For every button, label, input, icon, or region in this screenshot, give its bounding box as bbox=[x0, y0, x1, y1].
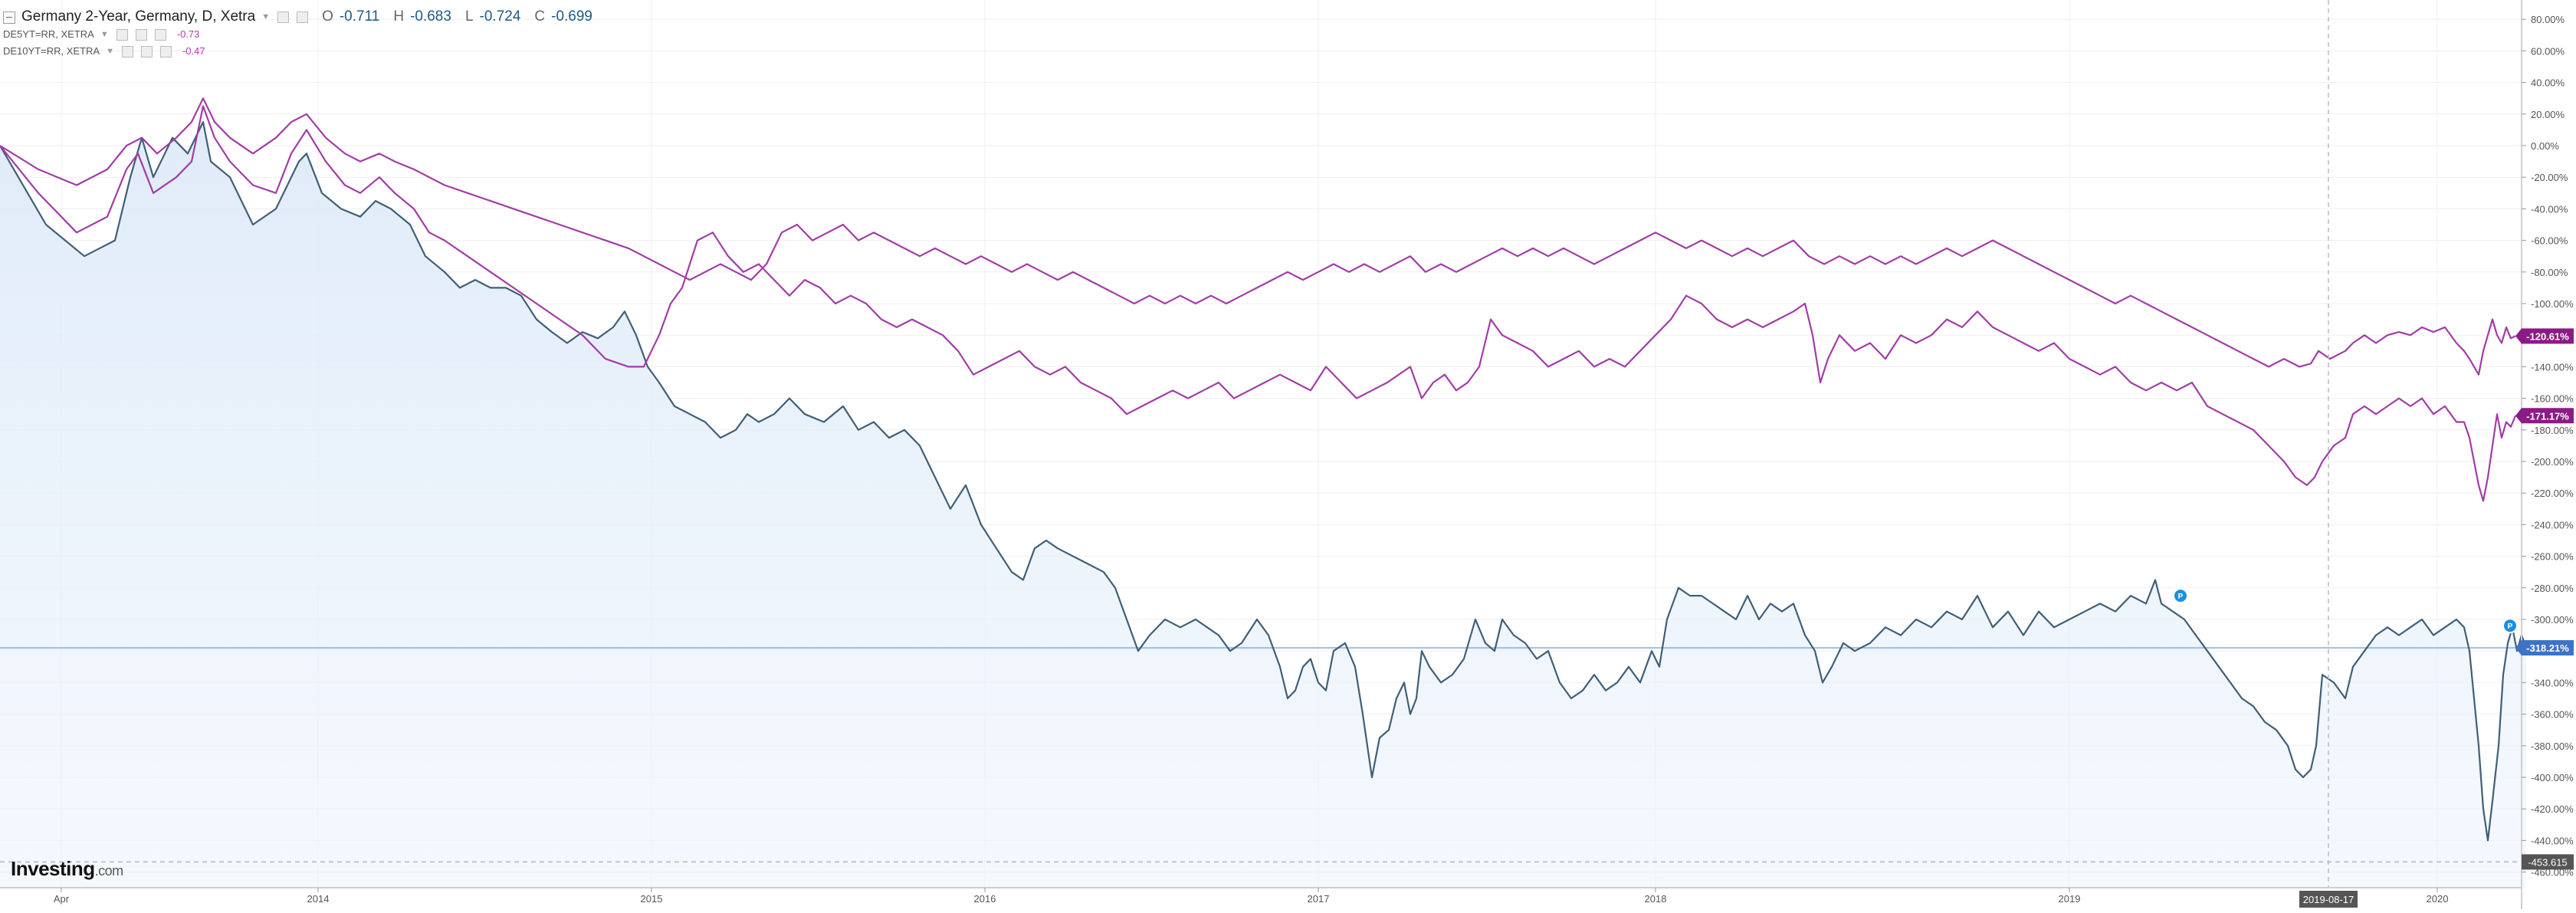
y-tick-label: -140.00% bbox=[2531, 361, 2574, 373]
low-value: -0.724 bbox=[479, 8, 521, 25]
event-marker-glyph: P bbox=[2508, 622, 2513, 631]
y-tick-label: -280.00% bbox=[2531, 583, 2574, 594]
compare-value-de10y: -0.47 bbox=[182, 45, 205, 57]
x-tick-label: 2018 bbox=[1645, 893, 1667, 905]
event-marker: P bbox=[2173, 588, 2188, 604]
y-tick-label: -60.00% bbox=[2531, 235, 2568, 247]
collapse-legend-icon[interactable] bbox=[3, 11, 15, 24]
event-marker-dot bbox=[2502, 618, 2518, 634]
series-line-de2y bbox=[0, 121, 2528, 842]
x-tick-label: 2019 bbox=[2059, 893, 2081, 905]
open-label: O bbox=[322, 8, 333, 25]
remove-icon[interactable] bbox=[154, 28, 166, 41]
compare-value-de5y: -0.73 bbox=[176, 28, 200, 40]
close-value: -0.699 bbox=[551, 8, 592, 25]
x-tick-label: 2015 bbox=[641, 893, 663, 905]
last-value-label-de10y: -120.61% bbox=[2526, 330, 2569, 342]
x-tick-label: 2017 bbox=[1308, 893, 1330, 905]
symbol-title[interactable]: Germany 2-Year, Germany, D, Xetra bbox=[21, 8, 256, 25]
event-marker-dot bbox=[2173, 588, 2188, 604]
y-tick-label: 80.00% bbox=[2531, 14, 2565, 25]
crosshair bbox=[0, 0, 2522, 888]
time-axis: Apr 2014 2015 2016 2017 2018 2019 2020 2019-08-1… bbox=[54, 888, 2449, 908]
y-tick-label: -180.00% bbox=[2531, 425, 2574, 436]
compare-symbol-de5y[interactable]: DE5YT=RR, XETRA bbox=[3, 28, 94, 40]
last-value-label-de5y-box bbox=[2522, 408, 2574, 424]
chevron-down-icon[interactable]: ▼ bbox=[106, 47, 114, 56]
logo-brand: Investing bbox=[11, 857, 95, 880]
remove-icon[interactable] bbox=[297, 11, 309, 23]
series-line-de5y bbox=[0, 105, 2517, 502]
y-tick-label: -100.00% bbox=[2531, 298, 2574, 310]
settings-icon[interactable] bbox=[140, 45, 153, 57]
area-fills bbox=[0, 122, 2526, 888]
last-value-label-de10y-pointer bbox=[2515, 328, 2522, 344]
compare-legend-row-de5y: DE5YT=RR, XETRA ▼ -0.73 bbox=[3, 26, 592, 43]
crosshair-date-box bbox=[2299, 891, 2358, 908]
y-tick-label: -380.00% bbox=[2531, 741, 2574, 752]
close-label: C bbox=[534, 8, 546, 25]
y-tick-label: -40.00% bbox=[2531, 203, 2568, 215]
y-tick-label: 20.00% bbox=[2531, 109, 2565, 120]
compare-symbol-de10y[interactable]: DE10YT=RR, XETRA bbox=[3, 45, 100, 57]
last-value-label-de5y-pointer bbox=[2515, 408, 2522, 424]
main-area-fill bbox=[0, 122, 2526, 888]
event-marker: P bbox=[2502, 618, 2518, 634]
y-tick-label: -80.00% bbox=[2531, 267, 2568, 278]
logo-suffix: .com bbox=[94, 863, 124, 879]
last-value-label-de2y-box bbox=[2522, 640, 2574, 656]
open-value: -0.711 bbox=[339, 8, 380, 25]
series-lines bbox=[0, 97, 2528, 842]
y-tick-label: -340.00% bbox=[2531, 677, 2574, 688]
y-tick-label: 0.00% bbox=[2531, 140, 2559, 152]
y-tick-label: -240.00% bbox=[2531, 519, 2574, 530]
compare-legend-row-de10y: DE10YT=RR, XETRA ▼ -0.47 bbox=[3, 43, 592, 60]
min-value-box bbox=[2522, 854, 2574, 870]
last-value-label-de5y: -171.17% bbox=[2526, 410, 2569, 422]
main-legend-row: Germany 2-Year, Germany, D, Xetra ▼ O -0.… bbox=[3, 8, 592, 26]
remove-icon[interactable] bbox=[159, 45, 172, 57]
settings-icon[interactable] bbox=[277, 11, 290, 23]
chart-legend: Germany 2-Year, Germany, D, Xetra ▼ O -0.… bbox=[3, 8, 592, 60]
visibility-icon[interactable] bbox=[116, 28, 128, 41]
min-value-label: -453.615 bbox=[2528, 856, 2567, 868]
y-tick-label: -20.00% bbox=[2531, 172, 2568, 183]
y-tick-label: 60.00% bbox=[2531, 45, 2565, 57]
y-tick-label: -420.00% bbox=[2531, 803, 2574, 815]
high-value: -0.683 bbox=[410, 8, 451, 25]
event-marker-glyph: P bbox=[2178, 593, 2184, 601]
y-tick-label: -200.00% bbox=[2531, 456, 2574, 468]
crosshair-date-label: 2019-08-17 bbox=[2303, 894, 2354, 905]
chevron-down-icon[interactable]: ▼ bbox=[100, 30, 109, 39]
price-axis: 80.00% 60.00% 40.00% 20.00% 0.00% -20.00% -40.… bbox=[2522, 14, 2574, 879]
last-value-label-de10y-box bbox=[2522, 328, 2574, 344]
settings-icon[interactable] bbox=[135, 28, 147, 41]
chevron-down-icon[interactable]: ▼ bbox=[261, 12, 271, 21]
y-tick-label: -400.00% bbox=[2531, 772, 2574, 783]
x-tick-label: 2016 bbox=[974, 893, 996, 905]
last-value-labels: -120.61% -171.17% -318.21% -453.615 bbox=[2515, 328, 2574, 870]
last-value-label-de2y: -318.21% bbox=[2526, 642, 2569, 654]
y-tick-label: -360.00% bbox=[2531, 709, 2574, 721]
x-tick-label: Apr bbox=[54, 893, 70, 905]
x-tick-label: 2020 bbox=[2427, 893, 2449, 905]
last-value-label-de2y-pointer bbox=[2515, 640, 2522, 656]
event-markers: PP bbox=[2173, 588, 2518, 634]
y-tick-label: -300.00% bbox=[2531, 614, 2574, 626]
x-tick-label: 2014 bbox=[307, 893, 330, 905]
y-tick-label: -220.00% bbox=[2531, 488, 2574, 499]
high-label: H bbox=[393, 8, 405, 25]
y-tick-label: -160.00% bbox=[2531, 393, 2574, 405]
visibility-icon[interactable] bbox=[121, 45, 133, 57]
investing-logo: Investing.com bbox=[11, 857, 123, 881]
y-tick-label: -260.00% bbox=[2531, 551, 2574, 563]
series-line-de10y bbox=[0, 97, 2516, 376]
y-tick-label: -440.00% bbox=[2531, 835, 2574, 846]
low-label: L bbox=[464, 8, 474, 25]
y-tick-label: 40.00% bbox=[2531, 77, 2565, 89]
